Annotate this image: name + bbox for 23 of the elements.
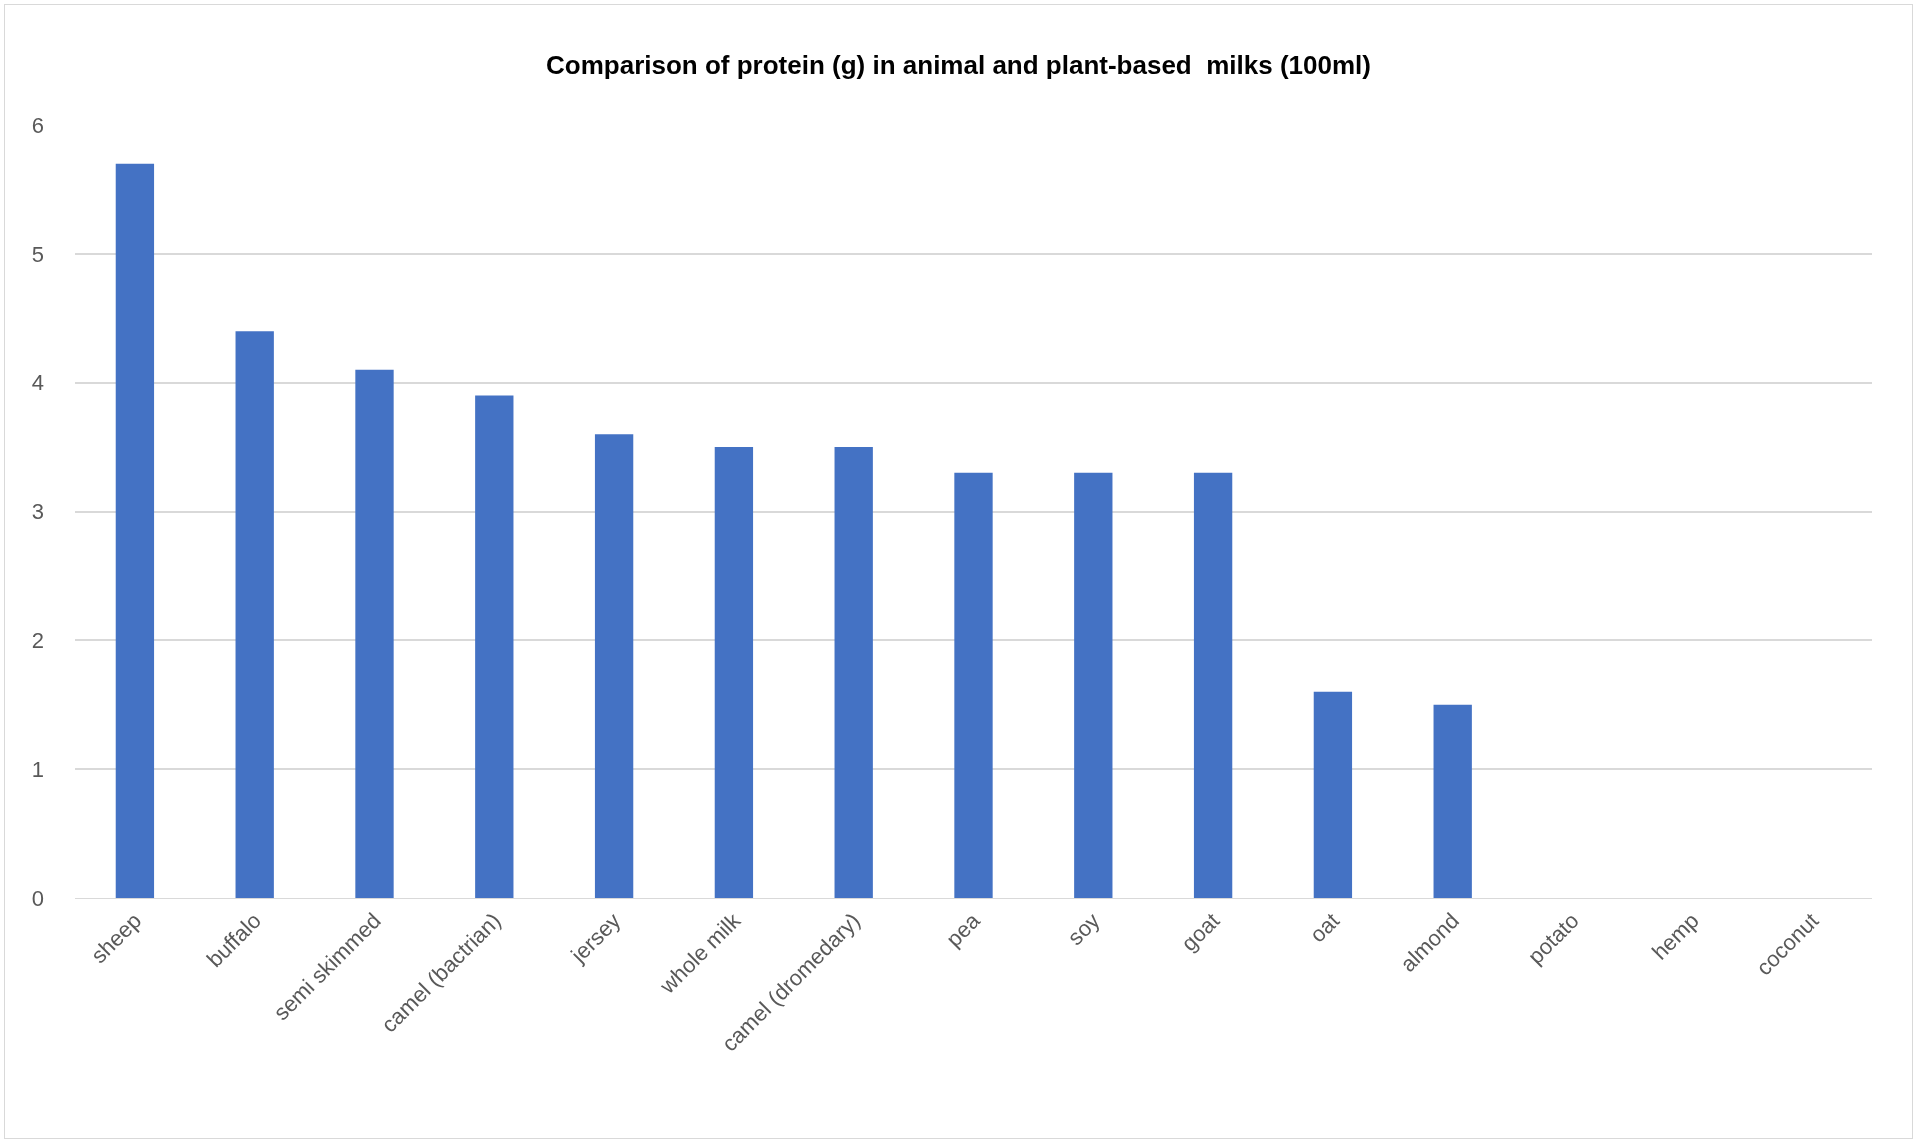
y-tick-label: 0	[31, 885, 44, 911]
bar	[235, 331, 274, 898]
bar	[475, 395, 514, 898]
y-tick-label: 3	[31, 499, 44, 525]
bar	[1433, 704, 1472, 898]
y-tick-label: 6	[31, 112, 44, 138]
bar	[1074, 472, 1113, 898]
chart-title: Comparison of protein (g) in animal and plant-based milks (100ml)	[546, 50, 1371, 81]
y-tick-label: 4	[31, 370, 44, 396]
bar	[115, 163, 155, 898]
y-tick-label: 1	[31, 756, 44, 782]
bar	[714, 447, 754, 898]
bar	[1313, 691, 1353, 898]
x-tick-label: soy	[1062, 908, 1105, 950]
y-tick-label: 5	[31, 241, 44, 267]
bar	[355, 369, 394, 898]
bar	[954, 472, 993, 898]
bar	[1193, 472, 1233, 898]
x-tick-label: oat	[1304, 908, 1345, 948]
bar	[594, 434, 634, 898]
x-tick-label: pea	[941, 907, 986, 952]
y-tick-label: 2	[31, 628, 44, 654]
bar	[834, 447, 873, 898]
